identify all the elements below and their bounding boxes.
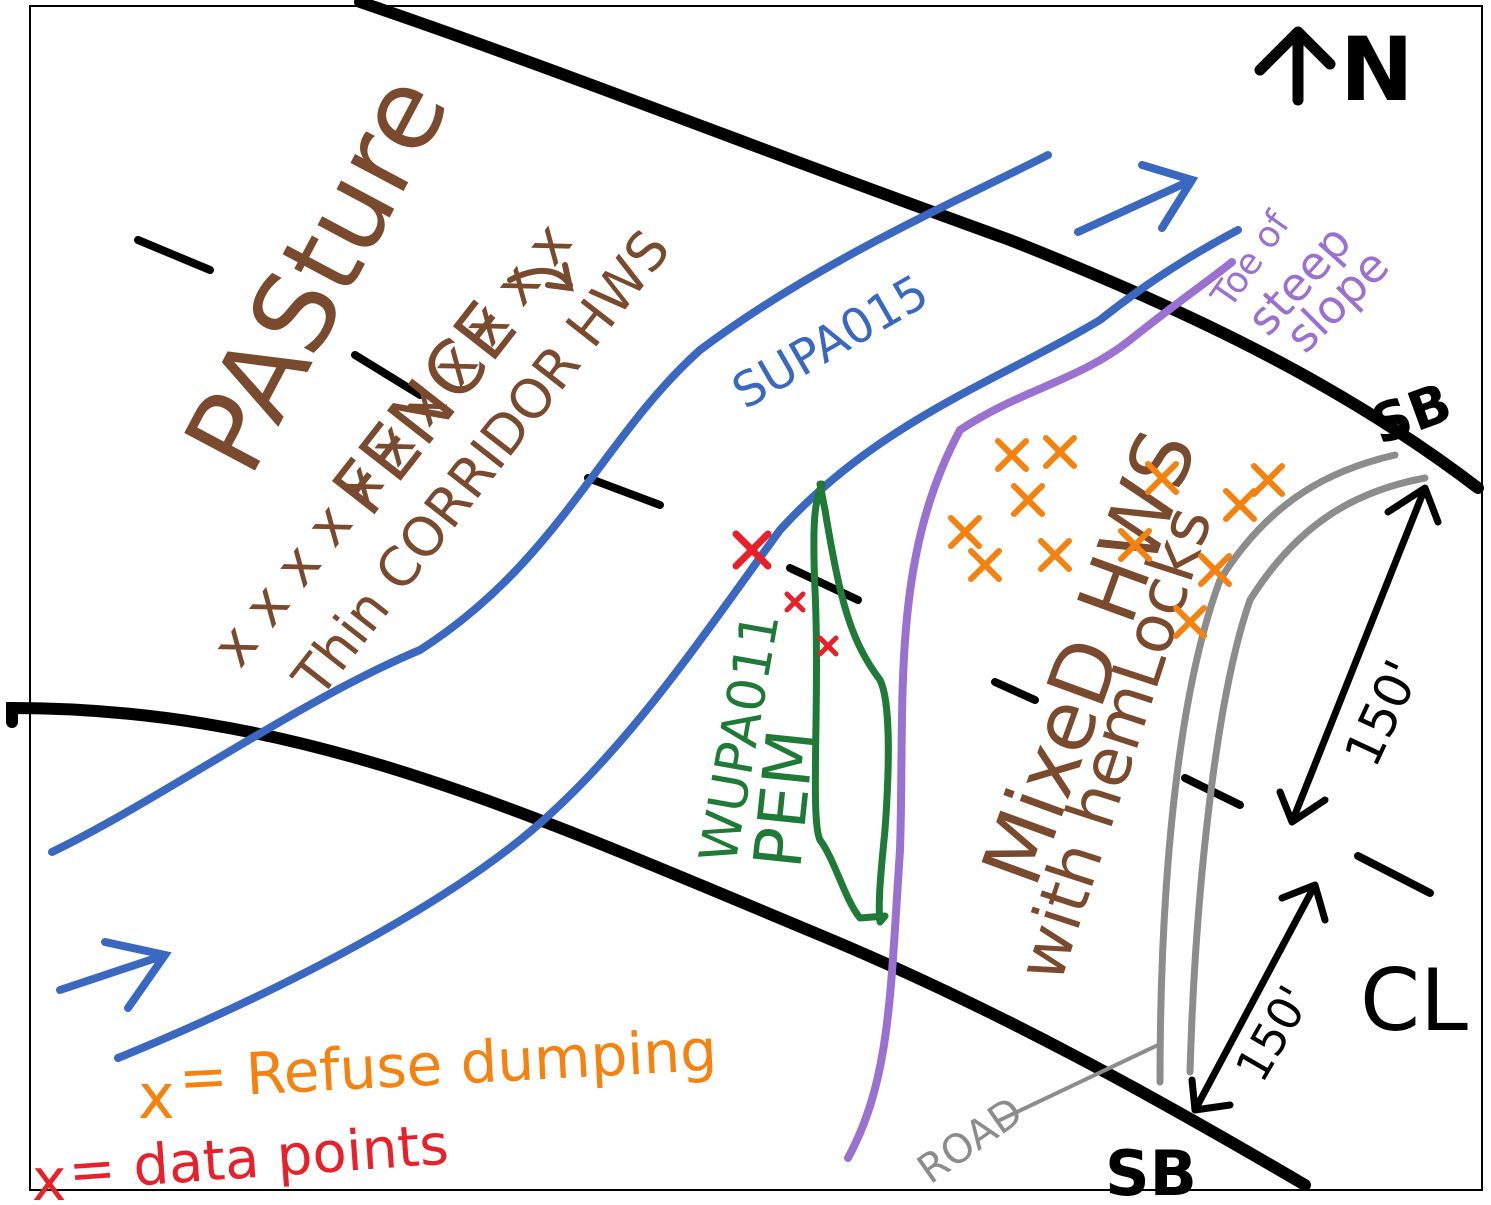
refuse-mark — [1118, 528, 1152, 562]
wetland-type-label: PEM — [739, 726, 830, 872]
stream-lines — [48, 151, 1242, 1062]
stream-lower — [114, 226, 1242, 1062]
refuse-mark — [1173, 605, 1207, 639]
stream-label-supa015: SUPA015 — [723, 264, 938, 420]
refuse-mark — [1251, 463, 1285, 497]
slope-tick-marks — [134, 236, 1434, 897]
road-leader-line — [998, 1043, 1160, 1122]
legend-data-points: x = data points — [32, 1113, 451, 1205]
sb-bottom-label: SB — [1105, 1137, 1197, 1205]
dimension-arrows — [1188, 484, 1442, 1114]
refuse-mark — [968, 548, 1002, 582]
legend-refuse-symbol: x — [138, 1060, 175, 1133]
wetland-boundary — [810, 480, 892, 926]
refuse-mark — [1145, 461, 1179, 495]
fence-arrow-icon — [507, 262, 574, 292]
refuse-mark — [1223, 488, 1257, 522]
flow-arrow-lower-icon — [56, 938, 172, 1012]
data-point-marks — [732, 530, 839, 657]
refuse-mark — [948, 515, 982, 549]
refuse-mark — [1198, 553, 1232, 587]
dimension-arrow-upper-icon — [1276, 484, 1442, 826]
data-point-mark — [732, 530, 772, 570]
stream-supa015 — [48, 151, 1052, 856]
north-label: N — [1340, 18, 1414, 121]
north-arrow-icon — [1254, 26, 1336, 106]
data-point-mark — [817, 635, 839, 657]
refuse-mark — [1011, 483, 1045, 517]
legend: x = Refuse dumping x = data points — [32, 1016, 719, 1205]
survey-boundary-lower — [6, 701, 1311, 1191]
refuse-mark — [1038, 538, 1072, 572]
centerline-label: CL — [1360, 951, 1468, 1051]
data-point-mark — [784, 591, 806, 613]
survey-boundary-upper — [354, 0, 1484, 494]
refuse-dumping-marks — [948, 435, 1285, 639]
legend-refuse-text: = Refuse dumping — [177, 1016, 718, 1112]
dimension-arrow-lower-icon — [1188, 881, 1329, 1114]
dimension-label-upper: 150' — [1333, 652, 1432, 775]
road-lines — [998, 451, 1429, 1122]
road-label: ROAD — [909, 1089, 1031, 1194]
flow-arrow-upper-icon — [1074, 161, 1199, 236]
sb-top-label: SB — [1363, 371, 1460, 458]
refuse-mark — [995, 438, 1029, 472]
map-frame — [29, 5, 1483, 1191]
refuse-mark — [1043, 435, 1077, 469]
legend-data-symbol: x — [32, 1146, 66, 1205]
toe-of-slope-line — [844, 258, 1236, 1162]
north-arrow: N — [1254, 18, 1414, 121]
